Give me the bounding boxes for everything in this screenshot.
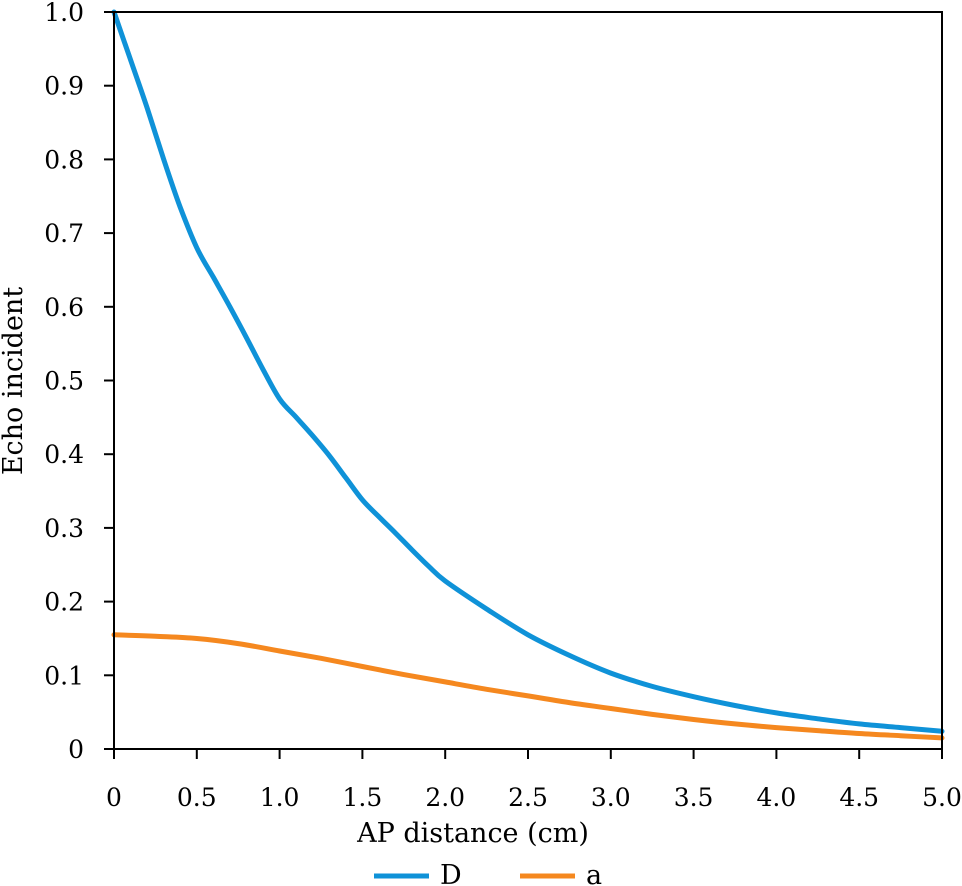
plot-lines (111, 9, 945, 741)
y-tick-label: 0.9 (44, 72, 84, 101)
y-axis-label: Echo incident (0, 287, 29, 475)
series-line-D (111, 9, 945, 734)
y-tick-label: 0.8 (44, 145, 84, 174)
y-tick-label: 0.7 (44, 219, 84, 248)
plot-frame (113, 11, 943, 750)
y-tick-label: 0.4 (44, 440, 84, 469)
series-line-a (111, 632, 945, 741)
x-tick-label: 2.0 (425, 783, 465, 812)
y-tick-label: 0.6 (44, 293, 84, 322)
x-tick-label: 2.5 (508, 783, 548, 812)
legend-label-a: a (586, 860, 602, 886)
x-tick-label: 0 (106, 783, 122, 812)
x-tick-label: 3.0 (591, 783, 631, 812)
y-tick-label: 0.3 (44, 514, 84, 543)
legend-label-D: D (440, 860, 462, 886)
x-tick-label: 5.0 (922, 783, 962, 812)
y-tick-label: 1.0 (44, 0, 84, 27)
x-tick-label: 4.0 (757, 783, 797, 812)
y-axis: 0 0.1 0.2 0.3 0.4 0.5 0.6 0.7 0.8 0.9 1.0 (44, 0, 114, 764)
y-tick-label: 0.5 (44, 367, 84, 396)
x-axis: 0 0.5 1.0 1.5 2.0 2.5 3.0 3.5 4.0 4.5 5.0 (106, 749, 962, 812)
x-tick-label: 3.5 (674, 783, 714, 812)
y-tick-label: 0.2 (44, 588, 84, 617)
x-tick-label: 4.5 (839, 783, 879, 812)
x-tick-label: 1.0 (260, 783, 300, 812)
x-axis-label: AP distance (cm) (356, 818, 589, 849)
y-tick-label: 0 (68, 735, 84, 764)
y-tick-label: 0.1 (44, 661, 84, 690)
x-tick-label: 1.5 (343, 783, 383, 812)
x-tick-label: 0.5 (177, 783, 217, 812)
